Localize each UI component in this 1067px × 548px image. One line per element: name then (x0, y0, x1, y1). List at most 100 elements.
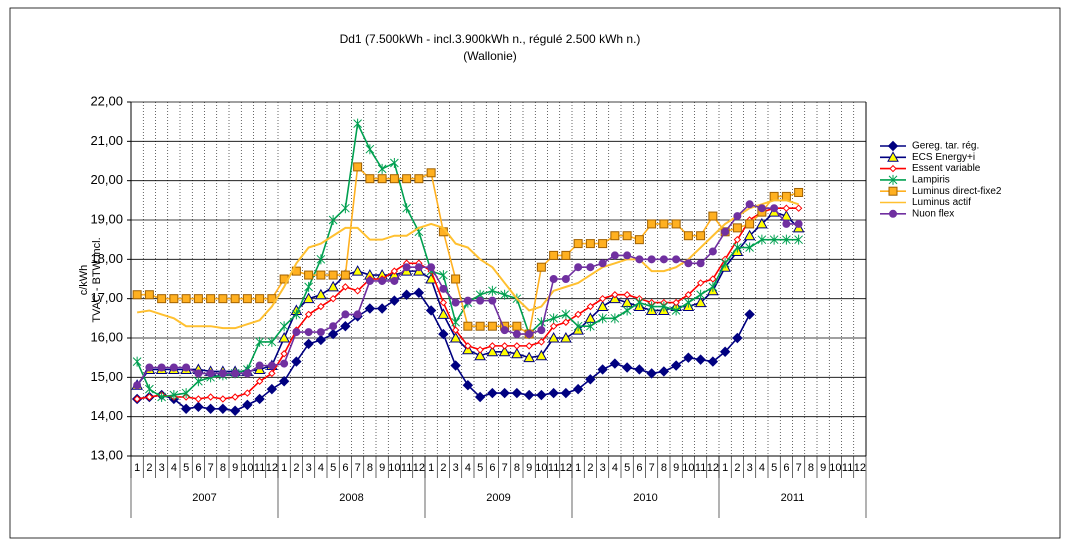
point-marker (364, 303, 376, 314)
point-marker (525, 342, 533, 350)
point-marker (500, 326, 509, 335)
point-marker (451, 298, 460, 307)
y-tick-label: 16,00 (90, 329, 123, 344)
point-marker (243, 389, 252, 397)
point-marker (378, 276, 387, 285)
point-marker (561, 275, 570, 283)
point-marker (193, 294, 203, 304)
point-marker (194, 369, 203, 378)
point-marker (598, 259, 607, 268)
point-marker (611, 291, 619, 299)
legend-label: Essent variable (912, 163, 981, 174)
point-marker (512, 321, 522, 331)
x-tick-label: 4 (612, 462, 618, 474)
point-marker (401, 289, 412, 300)
point-marker (181, 388, 191, 399)
y-tick-label: 13,00 (90, 447, 123, 462)
x-tick-label: 9 (379, 462, 385, 474)
point-marker (573, 239, 583, 249)
x-tick-label: 8 (808, 462, 814, 474)
point-marker (548, 387, 559, 399)
point-marker (242, 294, 252, 304)
point-marker (647, 219, 657, 229)
x-tick-label: 1 (281, 462, 287, 474)
point-marker (672, 255, 681, 264)
x-tick-label: 7 (649, 462, 655, 474)
point-marker (623, 251, 632, 260)
point-marker (561, 309, 571, 320)
point-marker (376, 303, 388, 314)
point-marker (549, 275, 558, 283)
x-tick-label: 5 (183, 462, 189, 474)
point-marker (659, 301, 669, 312)
point-marker (720, 258, 730, 269)
x-tick-label: 4 (318, 462, 324, 474)
y-axis-label: c/kWh (78, 265, 90, 296)
x-tick-label: 10 (682, 462, 694, 474)
point-marker (255, 361, 264, 370)
point-marker (782, 234, 791, 245)
point-marker (743, 229, 756, 241)
point-marker (402, 203, 411, 214)
point-marker (304, 281, 313, 292)
point-marker (647, 301, 656, 312)
point-marker (574, 263, 583, 272)
x-tick-label: 2 (146, 462, 152, 474)
point-marker (341, 310, 350, 319)
x-tick-label: 5 (624, 462, 630, 474)
point-marker (390, 276, 399, 285)
point-marker (280, 359, 289, 368)
point-marker (254, 393, 265, 405)
point-marker (327, 280, 339, 292)
point-marker (132, 290, 142, 300)
point-marker (278, 331, 290, 343)
point-marker (733, 212, 742, 221)
point-marker (402, 174, 412, 184)
point-marker (634, 364, 645, 375)
legend-marker (888, 174, 898, 185)
point-marker (194, 376, 203, 387)
point-marker (621, 362, 633, 373)
point-marker (157, 363, 166, 372)
point-marker (280, 350, 288, 358)
point-marker (671, 219, 681, 229)
point-marker (353, 118, 362, 129)
x-tick-label: 3 (600, 462, 606, 474)
x-tick-label: 12 (266, 462, 278, 474)
x-tick-label: 2 (587, 462, 593, 474)
point-marker (635, 297, 644, 308)
point-marker (451, 274, 461, 284)
point-marker (549, 313, 558, 324)
point-marker (267, 336, 277, 347)
point-marker (304, 328, 313, 337)
point-marker (414, 263, 423, 272)
point-marker (303, 338, 314, 350)
x-tick-label: 2 (440, 462, 446, 474)
point-marker (328, 270, 338, 280)
point-marker (267, 361, 276, 370)
x-tick-label: 10 (829, 462, 841, 474)
chart-subtitle: (Wallonie) (463, 49, 517, 63)
point-marker (340, 320, 351, 332)
point-marker (340, 270, 350, 280)
year-label: 2008 (339, 492, 363, 504)
x-tick-label: 5 (330, 462, 336, 474)
point-marker (745, 219, 755, 229)
point-marker (585, 239, 595, 249)
point-marker (770, 204, 779, 213)
point-marker (610, 251, 619, 260)
point-marker (609, 358, 621, 369)
point-marker (745, 242, 754, 253)
point-marker (413, 287, 425, 298)
point-marker (463, 296, 472, 305)
x-tick-label: 12 (413, 462, 425, 474)
x-tick-label: 3 (747, 462, 753, 474)
point-marker (439, 270, 448, 281)
point-marker (255, 294, 265, 304)
point-marker (365, 174, 375, 184)
point-marker (769, 234, 779, 245)
point-marker (794, 234, 803, 245)
point-marker (316, 328, 325, 337)
point-marker (586, 302, 595, 311)
point-marker (329, 322, 338, 331)
